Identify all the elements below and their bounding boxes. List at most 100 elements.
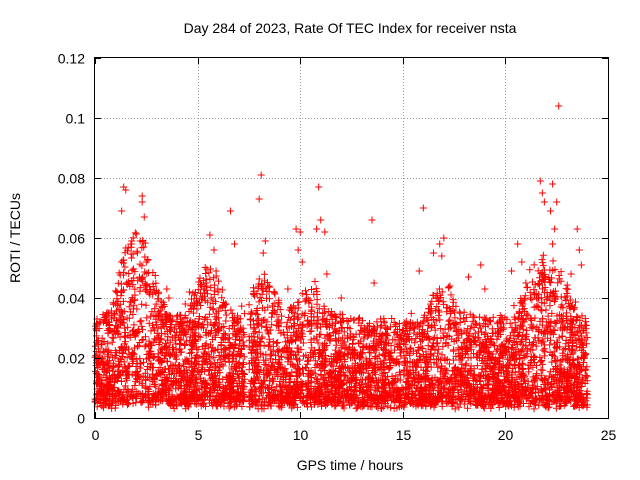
data-point: [221, 330, 229, 338]
data-point: [461, 318, 469, 326]
data-point: [478, 385, 486, 393]
data-point: [418, 336, 426, 344]
data-point: [344, 386, 352, 394]
data-point: [158, 345, 166, 353]
data-point: [200, 348, 208, 356]
data-point: [397, 331, 405, 339]
data-point: [222, 311, 230, 319]
data-point: [293, 403, 301, 411]
data-point: [340, 397, 348, 405]
data-point: [472, 320, 480, 328]
data-point: [208, 327, 216, 335]
data-point: [222, 317, 230, 325]
data-point: [325, 322, 333, 330]
data-point: [412, 335, 420, 343]
data-point: [347, 376, 355, 384]
data-point: [286, 401, 294, 409]
data-point: [482, 359, 490, 367]
data-point: [441, 365, 449, 373]
data-point: [294, 304, 302, 312]
data-point: [158, 349, 166, 357]
data-point: [518, 336, 526, 344]
data-point: [141, 286, 149, 294]
data-point: [245, 343, 253, 351]
data-point: [437, 294, 445, 302]
data-point: [575, 361, 583, 369]
data-point: [312, 375, 320, 383]
data-point: [391, 385, 399, 393]
data-point: [384, 373, 392, 381]
data-point: [535, 326, 543, 334]
data-point: [476, 313, 484, 321]
data-point: [341, 355, 349, 363]
data-point: [501, 346, 509, 354]
data-point: [551, 319, 559, 327]
data-point: [463, 344, 471, 352]
data-point: [121, 332, 129, 340]
data-point: [562, 297, 570, 305]
data-point: [390, 404, 398, 412]
data-point: [120, 358, 128, 366]
data-point: [239, 369, 247, 377]
data-point: [138, 336, 146, 344]
data-point: [241, 375, 249, 383]
data-point: [566, 304, 574, 312]
data-point: [121, 382, 129, 390]
data-point: [545, 400, 553, 408]
data-point: [263, 365, 271, 373]
data-point: [265, 330, 273, 338]
data-point: [457, 329, 465, 337]
data-point: [571, 304, 579, 312]
data-point: [485, 348, 493, 356]
data-point: [225, 404, 233, 412]
data-point: [240, 341, 248, 349]
data-point: [286, 371, 294, 379]
data-point: [337, 376, 345, 384]
data-point: [554, 279, 562, 287]
data-point: [365, 393, 373, 401]
data-point: [129, 234, 137, 242]
data-point: [359, 369, 367, 377]
data-point: [207, 294, 215, 302]
data-point: [202, 270, 210, 278]
data-point: [274, 303, 282, 311]
data-point: [327, 361, 335, 369]
data-point: [246, 316, 254, 324]
data-point: [169, 316, 177, 324]
data-point: [490, 342, 498, 350]
data-point: [431, 326, 439, 334]
data-point: [154, 350, 162, 358]
data-point: [152, 321, 160, 329]
data-point: [472, 341, 480, 349]
data-point: [358, 380, 366, 388]
data-point: [232, 331, 240, 339]
data-point: [557, 268, 565, 276]
data-point: [348, 362, 356, 370]
data-point: [182, 405, 190, 413]
data-point: [205, 371, 213, 379]
data-point: [339, 402, 347, 410]
data-point: [306, 319, 314, 327]
data-point: [278, 312, 286, 320]
data-point: [415, 376, 423, 384]
data-point: [234, 382, 242, 390]
data-point: [127, 298, 135, 306]
data-point: [434, 349, 442, 357]
data-point: [95, 396, 103, 404]
data-point: [121, 363, 129, 371]
data-point: [105, 309, 113, 317]
data-point: [214, 359, 222, 367]
data-point: [391, 398, 399, 406]
data-point: [301, 400, 309, 408]
data-point: [430, 359, 438, 367]
data-point: [510, 387, 518, 395]
data-point: [284, 392, 292, 400]
chart-title: Day 284 of 2023, Rate Of TEC Index for r…: [184, 20, 517, 36]
data-point: [311, 278, 319, 286]
data-point: [231, 331, 239, 339]
data-point: [512, 393, 520, 401]
data-point: [112, 352, 120, 360]
data-point: [205, 310, 213, 318]
data-point: [570, 381, 578, 389]
data-point: [215, 375, 223, 383]
